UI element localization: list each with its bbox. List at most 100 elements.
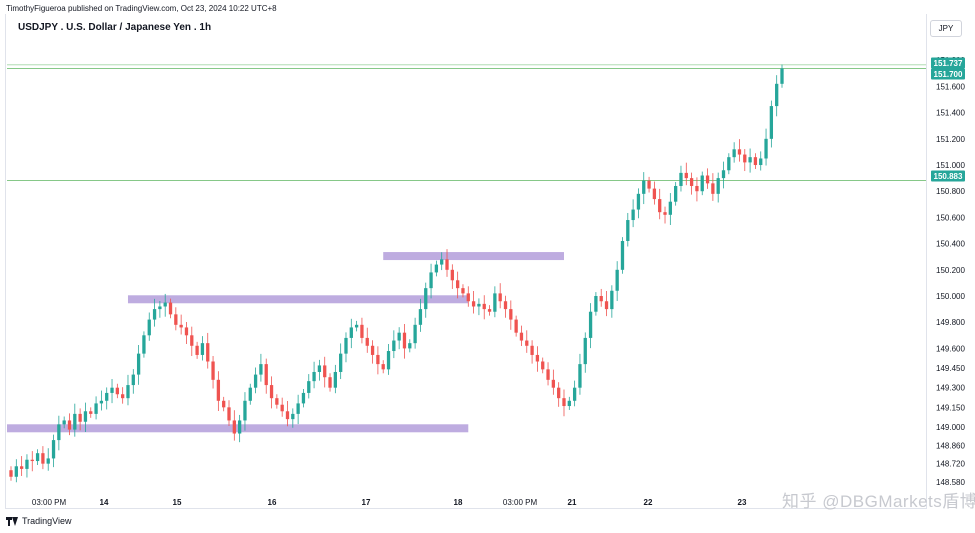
candle-body	[557, 387, 561, 399]
candle-body	[487, 309, 492, 312]
candle-body	[450, 269, 454, 281]
candle-body	[275, 398, 279, 405]
candle-body	[509, 309, 513, 320]
support-resistance-zones	[7, 252, 564, 433]
candle-body	[413, 324, 417, 344]
candle-body	[344, 337, 348, 354]
candle-body	[370, 345, 375, 355]
candle-body	[636, 193, 641, 210]
candle-body	[392, 340, 396, 352]
zone-2	[127, 295, 469, 304]
candle-body	[769, 106, 774, 139]
candle-body	[222, 400, 226, 408]
candle-body	[716, 178, 720, 194]
tradingview-logo-icon	[6, 516, 18, 526]
candle-body	[354, 324, 359, 328]
price-badges: 151.737 151.700 150.883	[931, 57, 965, 182]
candle-body	[296, 403, 300, 414]
candle-body	[562, 398, 566, 407]
price-badge	[931, 170, 965, 182]
candle-body	[264, 364, 268, 386]
candle-body	[604, 301, 609, 310]
candle-body	[376, 354, 380, 365]
candle-body	[525, 340, 529, 346]
candle-body	[578, 364, 582, 388]
candle-body	[647, 180, 651, 189]
candle-body	[381, 364, 385, 370]
candle-body	[753, 157, 758, 166]
candle-body	[541, 361, 545, 370]
candle-body	[158, 306, 162, 310]
candle-body	[349, 327, 353, 338]
candle-body	[711, 183, 715, 194]
y-tick-label: 148.860	[936, 441, 965, 450]
candle-body	[46, 458, 50, 464]
candle-body	[25, 459, 29, 469]
x-tick-label: 14	[100, 498, 109, 507]
y-tick-label: 151.200	[936, 135, 965, 144]
candle-body	[530, 345, 534, 355]
candle-body	[67, 420, 72, 430]
candle-body	[594, 296, 598, 312]
candle-body	[280, 404, 284, 412]
candle-body	[168, 302, 173, 315]
candle-body	[455, 280, 460, 289]
y-tick-label: 149.800	[936, 318, 965, 327]
y-tick-label: 149.450	[936, 364, 965, 373]
y-tick-label: 150.400	[936, 240, 965, 249]
candle-body	[195, 345, 199, 355]
candle-body	[424, 288, 428, 310]
candle-body	[397, 332, 401, 341]
candle-body	[365, 337, 369, 346]
candle-body	[572, 387, 577, 401]
price-badge-label: 151.737	[934, 59, 963, 68]
candle-body	[323, 365, 327, 378]
candle-body	[83, 411, 88, 422]
candle-body	[152, 309, 157, 320]
zone-3	[7, 424, 469, 433]
candle-body	[312, 371, 316, 382]
candle-body	[216, 379, 221, 401]
candle-body	[206, 343, 210, 362]
candle-body	[57, 424, 61, 441]
candle-body	[360, 324, 364, 338]
tradingview-logo[interactable]: TradingView	[6, 516, 72, 526]
candle-body	[679, 172, 683, 186]
y-tick-label: 148.580	[936, 478, 965, 487]
candle-body	[519, 332, 524, 341]
candle-body	[211, 361, 215, 380]
candle-body	[386, 351, 391, 370]
candle-body	[317, 365, 322, 372]
candle-body	[551, 379, 556, 388]
watermark: 知乎 @DBGMarkets盾博	[782, 492, 975, 511]
candle-body	[259, 364, 263, 375]
x-tick-label: 15	[173, 498, 182, 507]
candle-body	[136, 353, 141, 375]
y-tick-label: 151.600	[936, 82, 965, 91]
candle-body	[163, 302, 167, 307]
candle-body	[642, 180, 646, 194]
candle-body	[179, 324, 183, 328]
candle-body	[583, 337, 587, 365]
price-badge-label: 151.700	[934, 70, 963, 79]
x-tick-label: 03:00 PM	[32, 498, 67, 507]
candle-body	[764, 138, 768, 159]
candle-body	[775, 83, 779, 107]
candle-body	[546, 369, 550, 380]
candle-body	[126, 385, 130, 399]
candle-body	[253, 374, 258, 388]
currency-button[interactable]: JPY	[930, 20, 962, 37]
candle-body	[41, 453, 45, 464]
x-tick-label: 21	[568, 498, 577, 507]
candle-body	[461, 288, 465, 294]
candle-body	[232, 420, 236, 434]
candle-body	[514, 319, 518, 333]
candle-body	[19, 466, 24, 469]
candle-body	[147, 319, 151, 336]
candle-body	[131, 374, 135, 386]
candle-body	[748, 157, 752, 163]
candle-body	[115, 387, 119, 395]
x-tick-label: 17	[362, 498, 371, 507]
x-tick-label: 22	[644, 498, 653, 507]
